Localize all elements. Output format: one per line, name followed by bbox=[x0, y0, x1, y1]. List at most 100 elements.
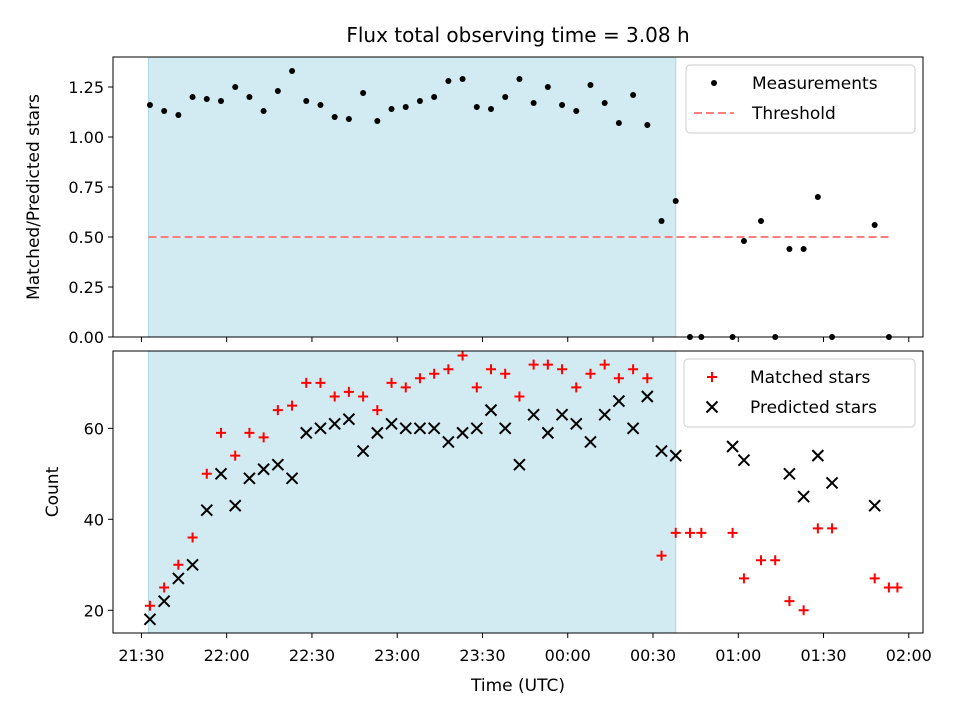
predicted-star-point bbox=[300, 426, 313, 440]
measurement-point bbox=[146, 102, 153, 108]
x-tick-label: 23:00 bbox=[374, 646, 420, 665]
predicted-star-point bbox=[285, 472, 299, 485]
matched-star-point bbox=[144, 600, 155, 611]
y-tick-label: 0.25 bbox=[68, 278, 104, 297]
measurement-point bbox=[615, 120, 622, 126]
legend-box bbox=[685, 64, 916, 134]
y-tick-label: 20 bbox=[84, 601, 104, 620]
measurement-point bbox=[459, 76, 466, 82]
predicted-star-point bbox=[726, 440, 739, 453]
predicted-star-point bbox=[371, 426, 384, 440]
measurement-point bbox=[189, 94, 196, 100]
matched-star-point bbox=[883, 582, 894, 593]
measurement-point bbox=[289, 68, 296, 74]
predicted-star-point bbox=[737, 453, 751, 467]
matched-star-point bbox=[244, 427, 255, 438]
predicted-star-point bbox=[342, 413, 356, 426]
predicted-star-point bbox=[641, 390, 654, 403]
y-tick-label: 1.25 bbox=[68, 78, 104, 97]
predicted-star-point bbox=[797, 490, 810, 503]
measurement-point bbox=[218, 98, 224, 104]
y-axis-label: Count bbox=[43, 466, 63, 517]
matched-star-point bbox=[386, 377, 397, 388]
measurement-point bbox=[360, 90, 367, 96]
top-panel: 0.00 0.25 0.50 0.75 1.00 1.25 Matched/Predicte… bbox=[24, 56, 924, 347]
matched-star-point bbox=[187, 532, 198, 543]
predicted-star-point bbox=[555, 408, 569, 421]
measurement-point bbox=[431, 94, 438, 100]
matched-star-point bbox=[315, 377, 326, 388]
y-axis-label: Matched/Predicted stars bbox=[24, 94, 44, 300]
matched-star-point bbox=[216, 427, 226, 438]
measurement-point bbox=[445, 78, 452, 84]
x-tick-label: 22:00 bbox=[204, 646, 250, 665]
axes-frame bbox=[112, 350, 924, 634]
legend-marker-measurements bbox=[711, 80, 717, 86]
matched-star-point bbox=[696, 527, 707, 538]
predicted-star-point bbox=[612, 394, 626, 408]
matched-star-point bbox=[613, 373, 624, 384]
predicted-star-point bbox=[243, 472, 256, 485]
y-tick-label: 60 bbox=[84, 419, 104, 438]
measurement-point bbox=[740, 238, 747, 244]
matched-star-point bbox=[892, 582, 903, 593]
predicted-star-point bbox=[427, 422, 441, 435]
matched-star-point bbox=[557, 364, 568, 375]
predicted-star-point bbox=[470, 422, 483, 435]
measurement-point bbox=[274, 88, 281, 94]
matched-star-point bbox=[727, 527, 738, 538]
legend-marker-matched bbox=[707, 372, 717, 382]
y-tick-label: 0.50 bbox=[68, 228, 104, 247]
measurement-point bbox=[374, 118, 381, 124]
predicted-star-point bbox=[541, 426, 555, 440]
measurement-point bbox=[175, 112, 182, 118]
measurement-point bbox=[814, 194, 821, 200]
matched-star-point bbox=[429, 368, 440, 379]
predicted-star-point bbox=[328, 417, 341, 430]
x-tick-label: 21:30 bbox=[118, 646, 164, 665]
predicted-star-point bbox=[143, 613, 157, 626]
predicted-star-point bbox=[456, 426, 469, 440]
measurement-point bbox=[544, 84, 551, 90]
matched-star-point bbox=[812, 523, 823, 534]
predicted-star-point bbox=[598, 408, 611, 421]
measurement-point bbox=[260, 108, 267, 114]
measurement-point bbox=[502, 94, 509, 100]
predicted-star-point bbox=[385, 417, 398, 430]
y-tick-label: 0.75 bbox=[68, 178, 104, 197]
predicted-star-point bbox=[484, 403, 498, 417]
matched-star-point bbox=[756, 555, 766, 566]
predicted-star-point bbox=[229, 499, 242, 512]
matched-star-point bbox=[514, 391, 525, 402]
predicted-star-point bbox=[214, 467, 228, 481]
measurement-point bbox=[758, 218, 764, 224]
legend-label: Measurements bbox=[752, 74, 878, 94]
matched-star-point bbox=[258, 432, 269, 443]
measurement-point bbox=[402, 104, 409, 110]
matched-star-point bbox=[784, 596, 795, 607]
matched-star-point bbox=[272, 405, 283, 416]
legend-label: Threshold bbox=[751, 104, 836, 124]
matched-star-point bbox=[329, 391, 340, 402]
matched-star-point bbox=[599, 359, 610, 370]
predicted-star-point bbox=[399, 422, 412, 435]
measurement-point bbox=[345, 116, 352, 122]
predicted-star-point bbox=[314, 422, 327, 435]
legend-label: Matched stars bbox=[750, 368, 870, 388]
predicted-star-point bbox=[271, 458, 285, 471]
matched-star-point bbox=[372, 405, 383, 416]
predicted-star-point bbox=[825, 476, 839, 490]
matched-star-point bbox=[542, 359, 553, 370]
predicted-star-point bbox=[442, 435, 455, 449]
legend: Measurements Threshold bbox=[685, 64, 916, 134]
y-tick-label: 1.00 bbox=[68, 128, 104, 147]
legend-marker-predicted bbox=[705, 400, 719, 414]
x-tick-label: 00:30 bbox=[630, 646, 676, 665]
matched-star-point bbox=[770, 555, 781, 566]
measurement-point bbox=[416, 98, 423, 104]
predicted-star-point bbox=[257, 463, 270, 476]
measurement-point bbox=[871, 222, 878, 228]
predicted-star-point bbox=[655, 444, 668, 458]
matched-star-point bbox=[486, 364, 496, 375]
matched-star-point bbox=[443, 364, 454, 375]
